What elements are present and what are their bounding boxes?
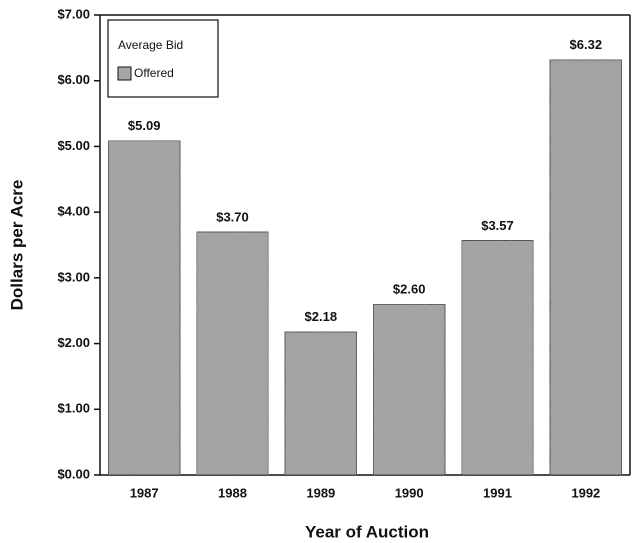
x-tick-label: 1989 — [306, 485, 335, 500]
bar — [107, 139, 181, 476]
y-tick-label: $5.00 — [57, 138, 90, 153]
x-tick-label: 1991 — [483, 485, 512, 500]
x-axis-label: Year of Auction — [305, 522, 429, 541]
x-tick-label: 1990 — [395, 485, 424, 500]
value-label: $3.70 — [216, 209, 249, 224]
y-tick-label: $1.00 — [57, 401, 90, 416]
y-tick-label: $2.00 — [57, 335, 90, 350]
value-label: $6.32 — [570, 37, 603, 52]
bar — [460, 239, 535, 476]
legend-label: Offered — [134, 66, 174, 80]
y-tick-label: $4.00 — [57, 204, 90, 219]
value-label: $5.09 — [128, 118, 161, 133]
y-tick-label: $0.00 — [57, 466, 90, 481]
x-tick-label: 1988 — [218, 485, 247, 500]
bar — [372, 303, 446, 476]
x-tick-label: 1992 — [571, 485, 600, 500]
value-label: $3.57 — [481, 218, 514, 233]
y-tick-label: $3.00 — [57, 269, 90, 284]
y-tick-label: $7.00 — [57, 6, 90, 21]
legend-title: Average Bid — [118, 38, 183, 52]
legend: Average Bid Offered — [107, 19, 219, 98]
y-tick-label: $6.00 — [57, 72, 90, 87]
bar — [284, 331, 358, 476]
legend-box — [107, 19, 219, 98]
bar — [195, 231, 270, 476]
x-tick-label: 1987 — [130, 485, 159, 500]
bar — [549, 59, 623, 476]
legend-swatch — [117, 66, 132, 81]
y-axis-label: Dollars per Acre — [7, 180, 26, 311]
value-label: $2.60 — [393, 282, 426, 297]
value-label: $2.18 — [305, 309, 338, 324]
